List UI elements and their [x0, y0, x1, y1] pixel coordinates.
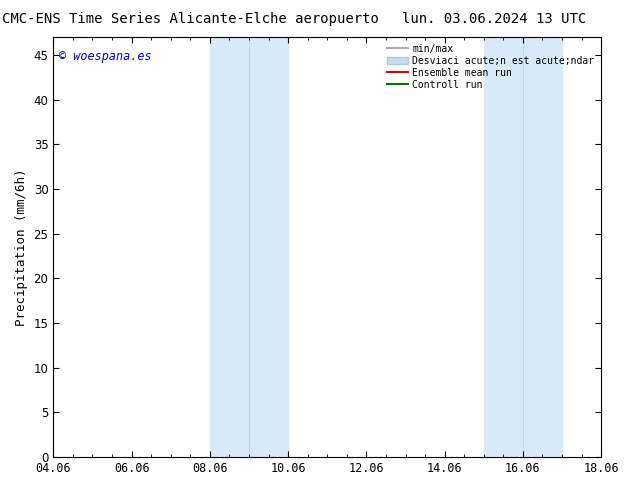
Bar — [484, 37, 562, 457]
Legend: min/max, Desviaci acute;n est acute;ndar, Ensemble mean run, Controll run: min/max, Desviaci acute;n est acute;ndar… — [385, 42, 597, 92]
Bar — [210, 37, 288, 457]
Text: lun. 03.06.2024 13 UTC: lun. 03.06.2024 13 UTC — [403, 12, 586, 26]
Text: © woespana.es: © woespana.es — [59, 49, 152, 63]
Y-axis label: Precipitation (mm/6h): Precipitation (mm/6h) — [15, 169, 28, 326]
Text: CMC-ENS Time Series Alicante-Elche aeropuerto: CMC-ENS Time Series Alicante-Elche aerop… — [2, 12, 378, 26]
